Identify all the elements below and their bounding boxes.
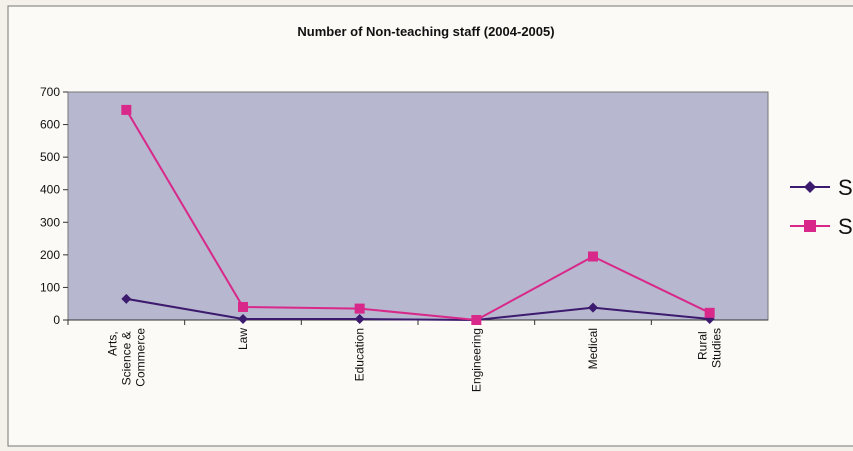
- marker: [588, 251, 598, 262]
- marker: [121, 293, 132, 304]
- legend-label: S: [838, 175, 853, 200]
- y-tick-label: 400: [40, 183, 60, 197]
- plot-area: [67, 91, 769, 321]
- y-tick-label: 500: [40, 150, 60, 164]
- marker: [704, 307, 715, 318]
- x-tick-label: Rural Studies: [696, 328, 724, 368]
- x-tick-label: Arts, Science & Commerce: [105, 328, 147, 387]
- marker: [354, 314, 365, 325]
- x-tick-label: Law: [236, 328, 250, 350]
- x-tick-label: Medical: [586, 328, 600, 369]
- y-tick-label: 600: [40, 118, 60, 132]
- marker: [238, 314, 248, 325]
- chart-title: Number of Non-teaching staff (2004-2005): [297, 24, 554, 39]
- marker: [471, 315, 482, 325]
- legend-marker: [804, 220, 816, 232]
- legend-label: S: [838, 214, 853, 239]
- series-line: [126, 297, 710, 322]
- y-tick-label: 200: [40, 248, 60, 262]
- x-tick-label: Engineering: [469, 328, 483, 392]
- marker: [121, 104, 132, 115]
- marker: [238, 301, 248, 312]
- marker: [588, 302, 598, 313]
- x-tick-label: Education: [353, 328, 367, 381]
- y-tick-label: 100: [40, 280, 60, 294]
- marker: [354, 303, 365, 314]
- y-tick-label: 0: [53, 313, 60, 327]
- series-line: [125, 109, 711, 322]
- legend-marker: [804, 181, 816, 193]
- y-tick-label: 700: [40, 85, 60, 99]
- y-tick-label: 300: [40, 215, 60, 229]
